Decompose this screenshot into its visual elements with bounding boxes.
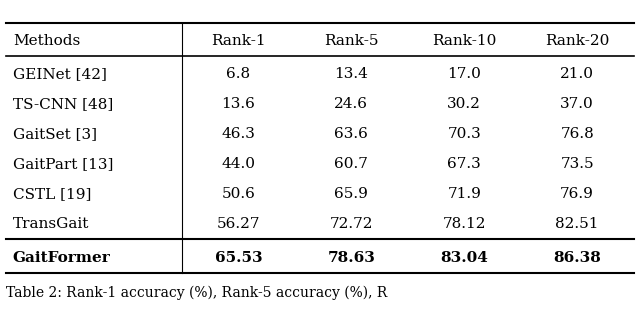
Text: 83.04: 83.04 (440, 250, 488, 265)
Text: Table 2: Rank-1 accuracy (%), Rank-5 accuracy (%), R: Table 2: Rank-1 accuracy (%), Rank-5 acc… (6, 285, 388, 299)
Text: Methods: Methods (13, 34, 80, 48)
Text: 24.6: 24.6 (334, 97, 369, 111)
Text: 37.0: 37.0 (560, 97, 594, 111)
Text: 30.2: 30.2 (447, 97, 481, 111)
Text: 70.3: 70.3 (447, 127, 481, 141)
Text: GEINet [42]: GEINet [42] (13, 67, 107, 81)
Text: Rank-10: Rank-10 (432, 34, 497, 48)
Text: 71.9: 71.9 (447, 187, 481, 201)
Text: 76.8: 76.8 (560, 127, 594, 141)
Text: 73.5: 73.5 (561, 157, 594, 171)
Text: 76.9: 76.9 (560, 187, 594, 201)
Text: 67.3: 67.3 (447, 157, 481, 171)
Text: 13.4: 13.4 (335, 67, 368, 81)
Text: TransGait: TransGait (13, 217, 89, 231)
Text: TS-CNN [48]: TS-CNN [48] (13, 97, 113, 111)
Text: 44.0: 44.0 (221, 157, 255, 171)
Text: 72.72: 72.72 (330, 217, 373, 231)
Text: 13.6: 13.6 (221, 97, 255, 111)
Text: 56.27: 56.27 (217, 217, 260, 231)
Text: 63.6: 63.6 (335, 127, 368, 141)
Text: CSTL [19]: CSTL [19] (13, 187, 91, 201)
Text: 21.0: 21.0 (560, 67, 594, 81)
Text: 65.53: 65.53 (214, 250, 262, 265)
Text: GaitPart [13]: GaitPart [13] (13, 157, 113, 171)
Text: 82.51: 82.51 (556, 217, 599, 231)
Text: 60.7: 60.7 (335, 157, 368, 171)
Text: 78.12: 78.12 (442, 217, 486, 231)
Text: GaitSet [3]: GaitSet [3] (13, 127, 97, 141)
Text: Rank-1: Rank-1 (211, 34, 266, 48)
Text: 65.9: 65.9 (335, 187, 368, 201)
Text: 17.0: 17.0 (447, 67, 481, 81)
Text: 50.6: 50.6 (221, 187, 255, 201)
Text: 86.38: 86.38 (553, 250, 601, 265)
Text: Rank-20: Rank-20 (545, 34, 609, 48)
Text: 78.63: 78.63 (328, 250, 375, 265)
Text: Rank-5: Rank-5 (324, 34, 379, 48)
Text: 6.8: 6.8 (227, 67, 250, 81)
Text: GaitFormer: GaitFormer (13, 250, 111, 265)
Text: 46.3: 46.3 (221, 127, 255, 141)
